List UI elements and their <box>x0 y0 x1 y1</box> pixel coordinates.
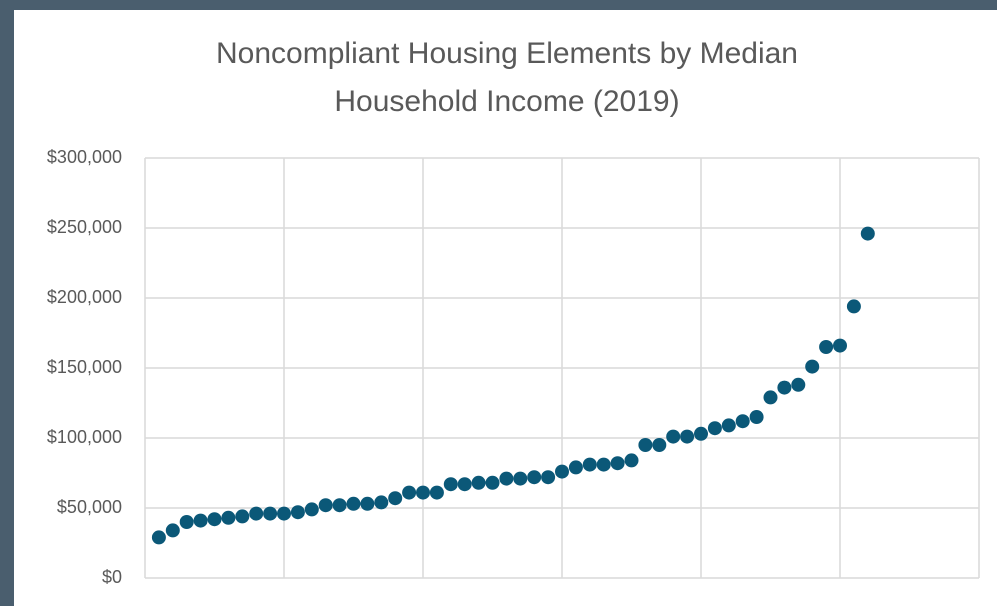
data-point <box>429 485 444 500</box>
data-point <box>277 506 291 521</box>
data-point <box>721 418 736 433</box>
data-point <box>290 505 305 520</box>
y-tick-label: $50,000 <box>57 497 122 517</box>
data-point <box>819 340 834 354</box>
data-point <box>860 226 875 241</box>
data-point <box>638 438 653 452</box>
data-point <box>318 498 333 513</box>
data-point <box>165 523 180 538</box>
data-point <box>610 456 625 471</box>
data-point <box>221 510 236 525</box>
data-point <box>666 429 681 444</box>
data-point <box>582 457 597 472</box>
data-point <box>193 513 208 528</box>
data-point <box>791 377 806 392</box>
data-point <box>846 299 861 314</box>
data-point <box>527 470 542 485</box>
y-tick-label: $300,000 <box>47 147 122 167</box>
data-point <box>680 429 695 444</box>
y-tick-label: $0 <box>102 567 122 587</box>
data-point <box>541 470 556 485</box>
data-point <box>485 475 500 490</box>
data-point <box>235 509 250 524</box>
data-point <box>179 515 194 529</box>
data-point <box>694 426 708 441</box>
y-tick-label: $250,000 <box>47 217 122 237</box>
data-point <box>624 453 639 468</box>
data-point <box>304 502 319 517</box>
data-point <box>471 475 486 490</box>
data-point <box>513 471 528 486</box>
data-point <box>805 359 820 374</box>
data-point <box>402 485 417 500</box>
data-point <box>499 471 514 486</box>
data-point <box>374 495 389 510</box>
data-point <box>360 496 375 511</box>
data-point <box>249 506 264 521</box>
data-point <box>332 498 347 513</box>
data-point <box>263 506 278 521</box>
data-point <box>707 421 722 436</box>
data-point <box>735 414 750 429</box>
data-point <box>388 491 403 506</box>
data-point <box>346 496 361 511</box>
data-point <box>207 512 222 527</box>
data-point <box>833 338 847 353</box>
data-point <box>596 457 611 472</box>
data-point <box>777 380 792 395</box>
chart-panel <box>14 10 997 606</box>
data-point <box>416 485 430 500</box>
data-point <box>457 477 472 492</box>
y-tick-label: $200,000 <box>47 287 122 307</box>
chart-title: Noncompliant Housing Elements by Median … <box>216 37 798 118</box>
data-point <box>555 464 569 479</box>
data-point <box>749 410 764 424</box>
y-tick-label: $150,000 <box>47 357 122 377</box>
y-tick-label: $100,000 <box>47 427 122 447</box>
data-point <box>443 477 458 492</box>
data-point <box>151 530 166 545</box>
data-point <box>652 438 667 452</box>
data-point <box>763 390 778 405</box>
data-point <box>568 460 583 475</box>
